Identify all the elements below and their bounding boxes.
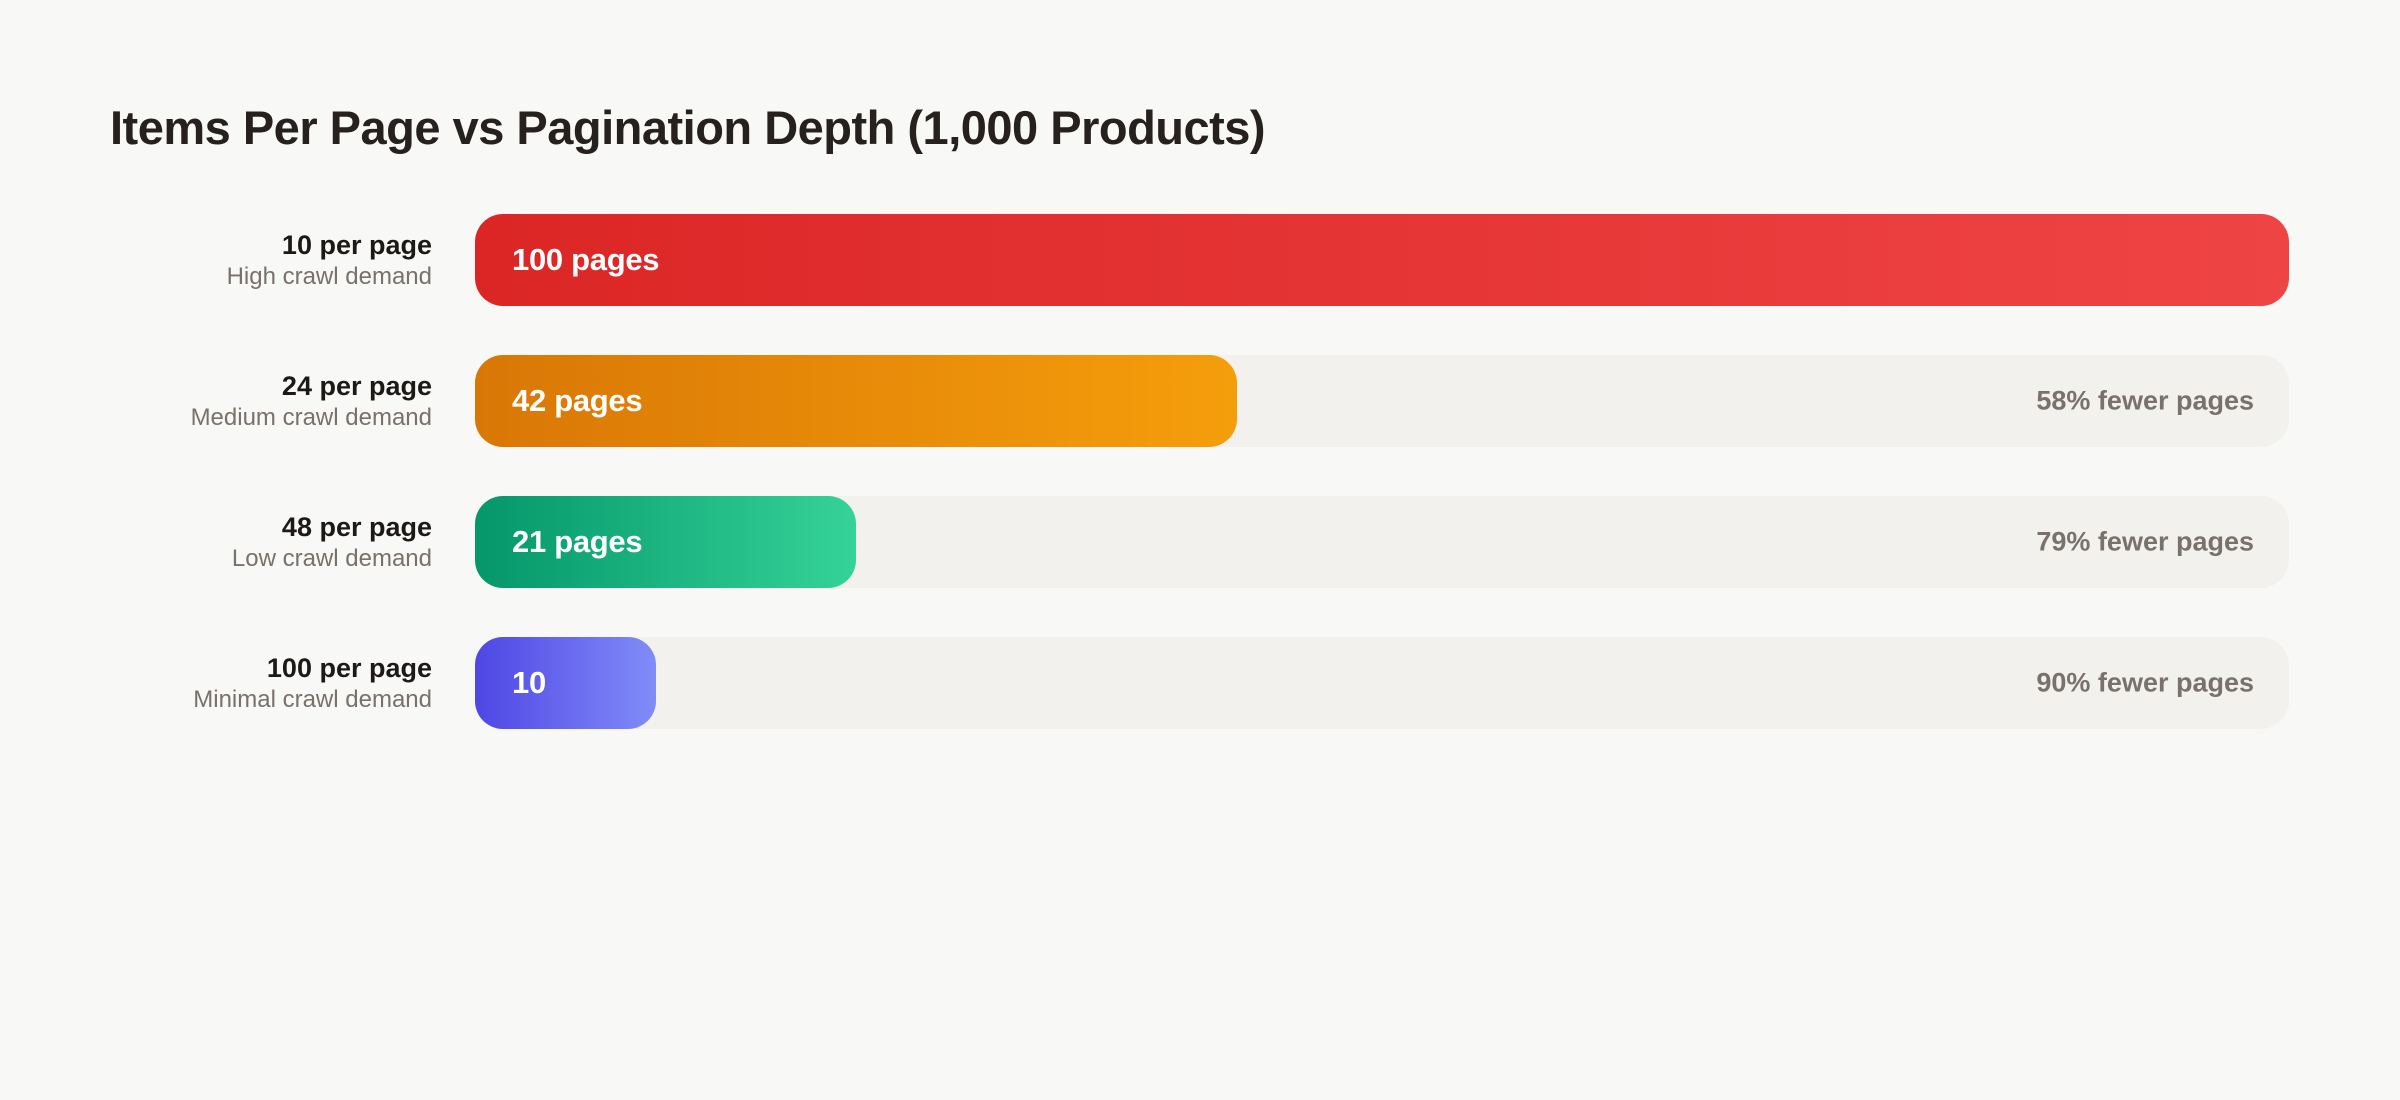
bar-track: 10 90% fewer pages: [475, 637, 2289, 729]
bar-value-label: 21 pages: [512, 524, 643, 559]
row-label: 100 per page: [266, 652, 432, 683]
bar-row: 24 per page Medium crawl demand 42 pages…: [110, 355, 2289, 447]
bar-fill: 21 pages: [475, 496, 856, 588]
bar-fill: 42 pages: [475, 355, 1237, 447]
bar-fill: 10: [475, 637, 657, 729]
reduction-label: 58% fewer pages: [2036, 385, 2254, 416]
bar-value-label: 100 pages: [512, 242, 660, 277]
row-label: 48 per page: [281, 511, 432, 542]
row-label: 24 per page: [281, 370, 432, 401]
bar-row: 48 per page Low crawl demand 21 pages 79…: [110, 496, 2289, 588]
row-label-group: 10 per page High crawl demand: [110, 229, 432, 292]
row-label: 10 per page: [281, 229, 432, 260]
bar-row: 100 per page Minimal crawl demand 10 90%…: [110, 637, 2289, 729]
bar-row: 10 per page High crawl demand 100 pages: [110, 214, 2289, 306]
bar-value-label: 42 pages: [512, 383, 643, 418]
reduction-label: 90% fewer pages: [2036, 667, 2254, 698]
bar-value-label: 10: [512, 665, 546, 700]
chart-title: Items Per Page vs Pagination Depth (1,00…: [110, 101, 1266, 154]
bar-track: 21 pages 79% fewer pages: [475, 496, 2289, 588]
page: Items Per Page vs Pagination Depth (1,00…: [0, 100, 2400, 1100]
reduction-label: 79% fewer pages: [2036, 526, 2254, 557]
row-label-group: 24 per page Medium crawl demand: [110, 370, 432, 433]
row-sublabel: Medium crawl demand: [190, 403, 432, 431]
row-label-group: 100 per page Minimal crawl demand: [110, 652, 432, 715]
row-sublabel: Minimal crawl demand: [193, 685, 432, 713]
row-sublabel: Low crawl demand: [231, 544, 432, 572]
bar-fill: 100 pages: [475, 214, 2289, 306]
bar-track: 42 pages 58% fewer pages: [475, 355, 2289, 447]
row-label-group: 48 per page Low crawl demand: [110, 511, 432, 574]
row-sublabel: High crawl demand: [226, 262, 432, 290]
bar-track: 100 pages: [475, 214, 2289, 306]
bar-chart: 10 per page High crawl demand 100 pages …: [110, 214, 2289, 729]
